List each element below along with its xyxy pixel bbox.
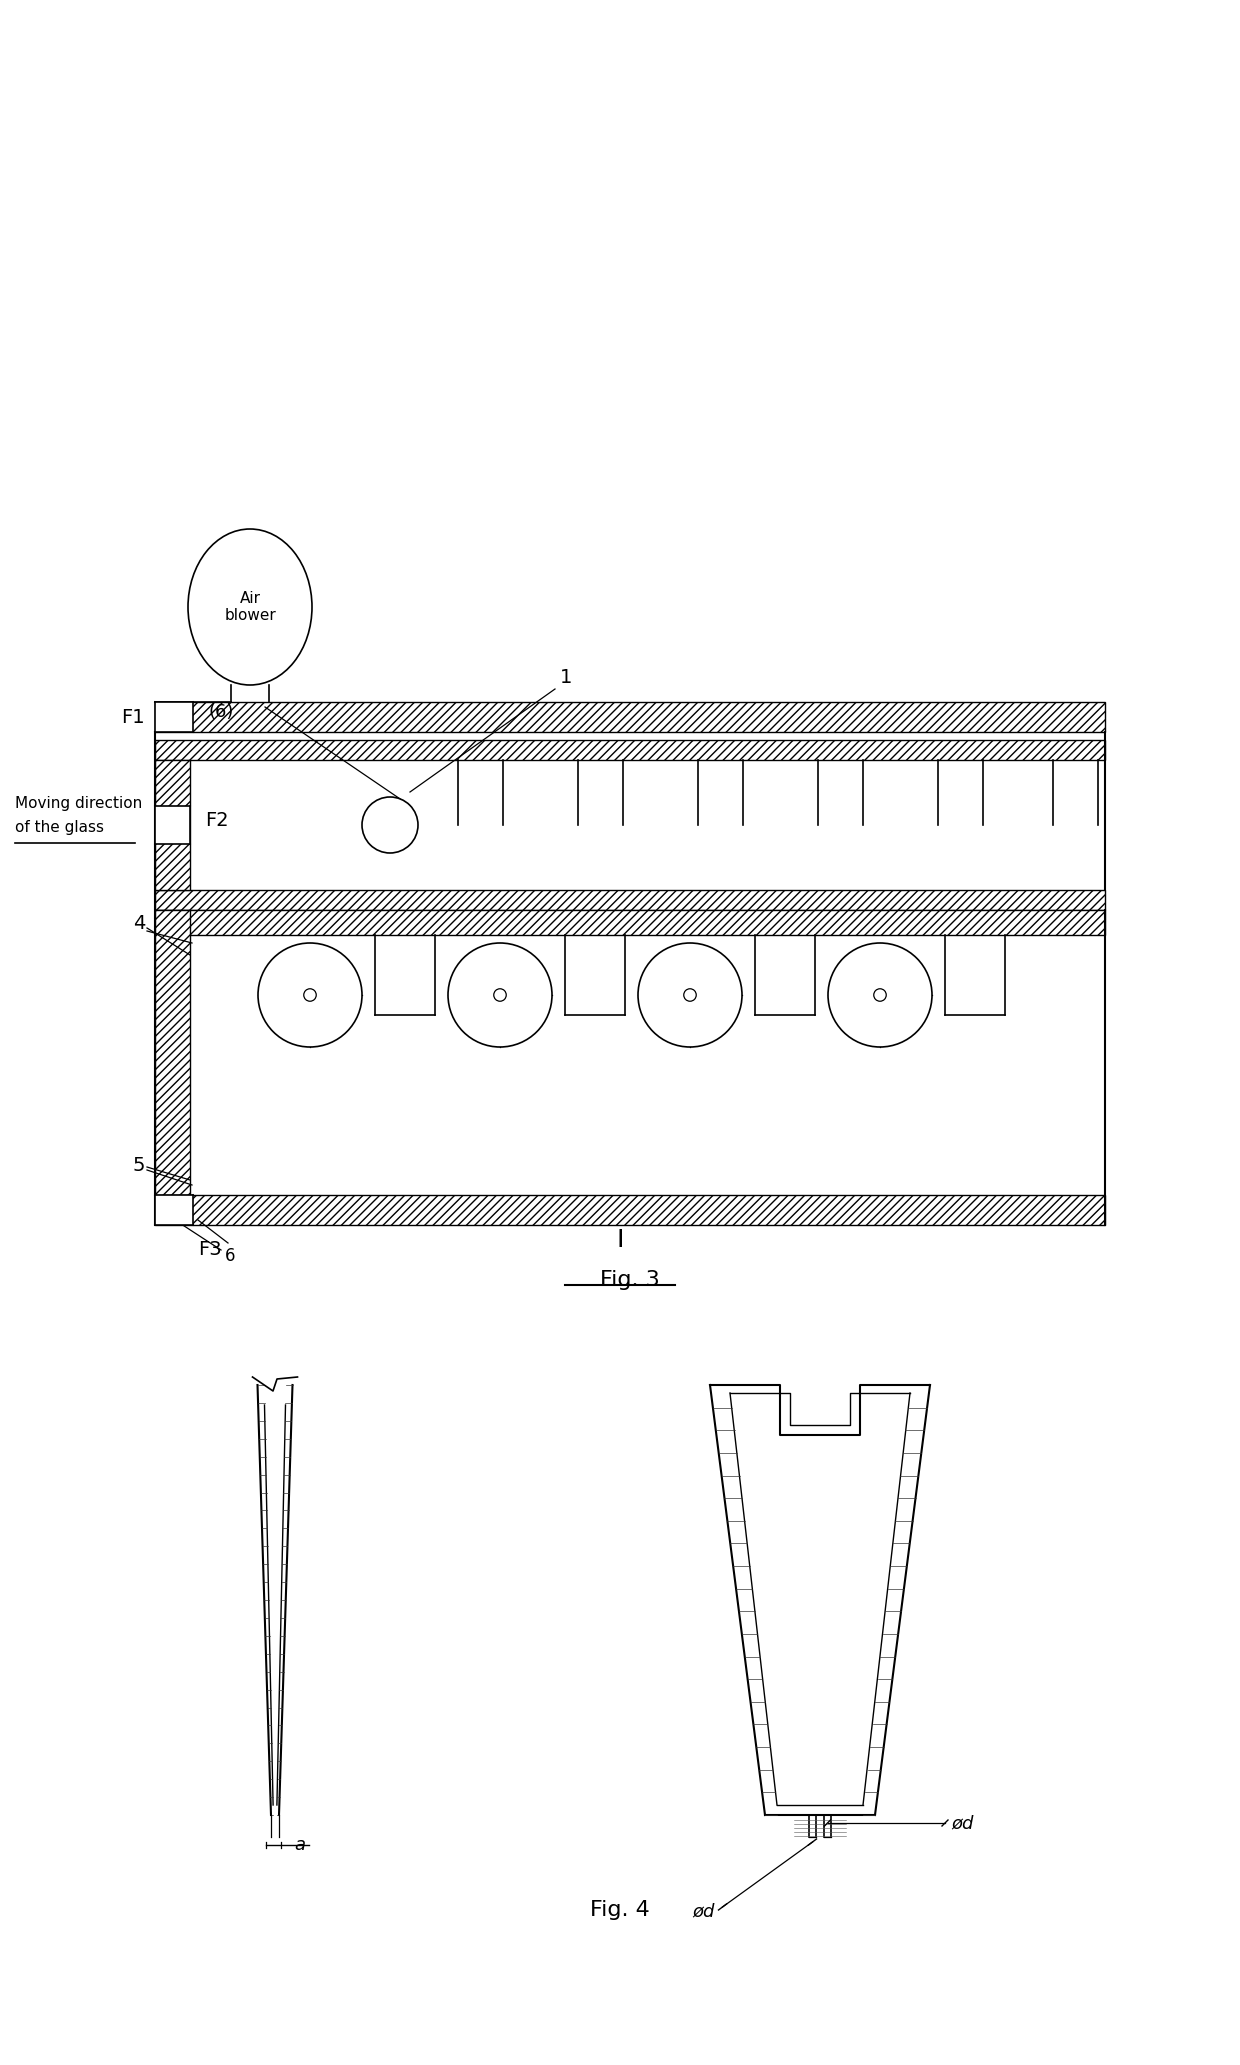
Circle shape [362, 797, 418, 853]
Circle shape [639, 944, 742, 1047]
Bar [155, 702, 193, 731]
Circle shape [304, 989, 316, 1002]
Text: Moving direction: Moving direction [15, 795, 143, 809]
Bar [155, 911, 190, 1196]
Text: Fig. 4: Fig. 4 [590, 1900, 650, 1920]
Text: F1: F1 [122, 708, 145, 727]
Text: Fig. 3: Fig. 3 [600, 1270, 660, 1291]
Bar [155, 890, 1105, 911]
Circle shape [828, 944, 932, 1047]
Text: (6): (6) [208, 702, 233, 721]
Circle shape [683, 989, 696, 1002]
Bar [155, 760, 190, 890]
Text: ød: ød [692, 1902, 714, 1920]
Ellipse shape [188, 529, 312, 686]
Bar [155, 702, 1105, 731]
Text: a: a [294, 1836, 305, 1854]
Text: ød: ød [951, 1813, 973, 1832]
Text: 5: 5 [133, 1156, 145, 1175]
Circle shape [874, 989, 887, 1002]
Bar [155, 805, 190, 845]
Text: of the glass: of the glass [15, 820, 104, 834]
Text: Air
blower: Air blower [224, 591, 275, 624]
Text: 4: 4 [133, 913, 145, 933]
Bar [155, 911, 1105, 935]
Circle shape [494, 989, 506, 1002]
Circle shape [448, 944, 552, 1047]
Text: I: I [616, 1229, 624, 1251]
Text: F3: F3 [198, 1239, 222, 1260]
Text: 1: 1 [560, 667, 573, 686]
Text: F2: F2 [205, 809, 228, 830]
Bar [155, 1196, 193, 1225]
Circle shape [258, 944, 362, 1047]
Bar [155, 739, 1105, 760]
Bar [155, 1196, 1105, 1225]
Text: 6: 6 [224, 1247, 236, 1266]
